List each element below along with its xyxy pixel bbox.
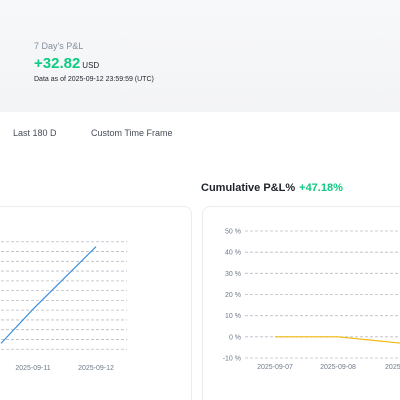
pnl-summary-card: 7 Day's P&L +32.82 USD Data as of 2025-09… xyxy=(0,0,400,112)
x-tick-label: 2025-09-11 xyxy=(15,365,50,372)
tab-custom-time-frame[interactable]: Custom Time Frame xyxy=(91,128,173,138)
pnl-currency: USD xyxy=(82,61,100,70)
x-tick-label: 2025-09-08 xyxy=(320,364,356,371)
y-tick-label: 50 % xyxy=(225,229,241,236)
data-as-of-timestamp: Data as of 2025-09-12 23:59:59 (UTC) xyxy=(34,76,154,83)
x-tick-label: 2025-09-0 xyxy=(385,364,400,371)
y-tick-label: -10 % xyxy=(223,356,241,363)
daily-pnl-chart: 2025-09-11 2025-09-12 xyxy=(0,241,127,372)
pnl-amount: +32.82 xyxy=(34,55,81,72)
y-tick-label: 30 % xyxy=(225,271,241,278)
y-tick-label: 0 % xyxy=(229,334,241,341)
y-tick-label: 40 % xyxy=(225,250,241,257)
cumulative-pnl-label: Cumulative P&L% xyxy=(201,182,296,194)
pnl-series-line xyxy=(0,246,97,344)
x-tick-label: 2025-09-07 xyxy=(257,364,293,371)
cumulative-pnl-chart-panel: 50 % 40 % 30 % 20 % 10 % 0 % -10 % 2025-09-07 20… xyxy=(202,206,400,400)
summary-title: 7 Day's P&L xyxy=(34,41,84,51)
y-tick-label: 10 % xyxy=(225,313,241,320)
y-tick-label: 20 % xyxy=(225,292,241,299)
cumulative-series-line xyxy=(275,336,400,344)
daily-pnl-chart-panel: 2025-09-11 2025-09-12 xyxy=(0,206,192,400)
tab-last-180d[interactable]: Last 180 D xyxy=(13,128,57,138)
x-tick-label: 2025-09-12 xyxy=(78,365,114,372)
pnl-value: +32.82 USD xyxy=(34,55,99,72)
cumulative-pnl-heading: Cumulative P&L% +47.18% xyxy=(201,182,343,194)
cumulative-pnl-chart: 50 % 40 % 30 % 20 % 10 % 0 % -10 % 2025-09-07 20… xyxy=(223,229,400,371)
time-range-tabs: Last 180 D Custom Time Frame xyxy=(0,128,400,148)
cumulative-pnl-value: +47.18% xyxy=(299,182,343,194)
